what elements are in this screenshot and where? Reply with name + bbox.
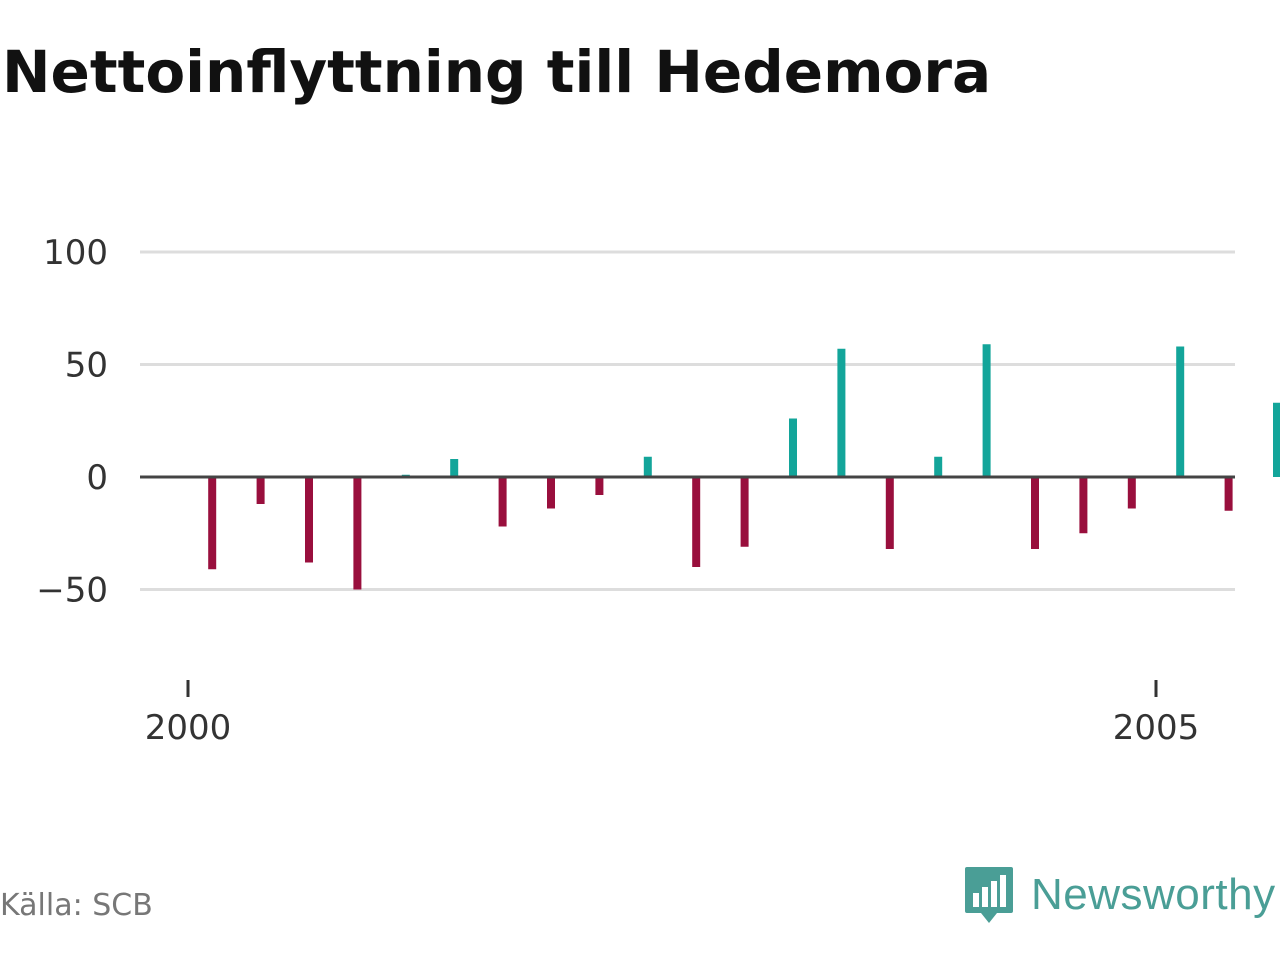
bar: [1273, 402, 1280, 477]
bar: [450, 459, 459, 477]
bar: [740, 477, 749, 547]
bar: [547, 477, 555, 509]
x-tick-label: 2000: [145, 708, 232, 748]
chart-title: Nettoinflyttning till Hedemora: [2, 38, 992, 106]
bar: [1224, 477, 1233, 511]
source-note: Källa: SCB: [0, 888, 153, 923]
bar: [1031, 477, 1039, 549]
bar: [595, 477, 604, 495]
bar: [1079, 477, 1088, 534]
x-tick-label: 2005: [1113, 708, 1200, 748]
bar: [208, 477, 217, 570]
bar: [1176, 346, 1185, 477]
gridlines: [140, 250, 1235, 591]
bar: [692, 477, 701, 567]
bar: [353, 477, 362, 590]
brand-name: Newsworthy: [1031, 870, 1276, 919]
bar: [256, 477, 265, 504]
bar: [498, 477, 507, 527]
bar: [789, 418, 797, 477]
y-tick-label: 50: [65, 346, 108, 386]
y-tick-label: −50: [36, 571, 108, 611]
bar: [643, 456, 652, 477]
bar: [837, 348, 846, 477]
x-axis: 200020052010201520202025: [145, 680, 1200, 748]
newsworthy-logo-icon: [965, 867, 1013, 923]
bar: [885, 477, 894, 549]
y-tick-label: 0: [86, 458, 108, 498]
bars: [208, 344, 1280, 590]
bar: [982, 344, 991, 477]
bar: [305, 477, 313, 563]
y-axis: −50 0 50 100: [36, 233, 108, 611]
newsworthy-logo: Newsworthy: [963, 865, 1276, 925]
bar: [934, 456, 943, 477]
bar: [1127, 477, 1136, 509]
y-tick-label: 100: [43, 233, 108, 273]
